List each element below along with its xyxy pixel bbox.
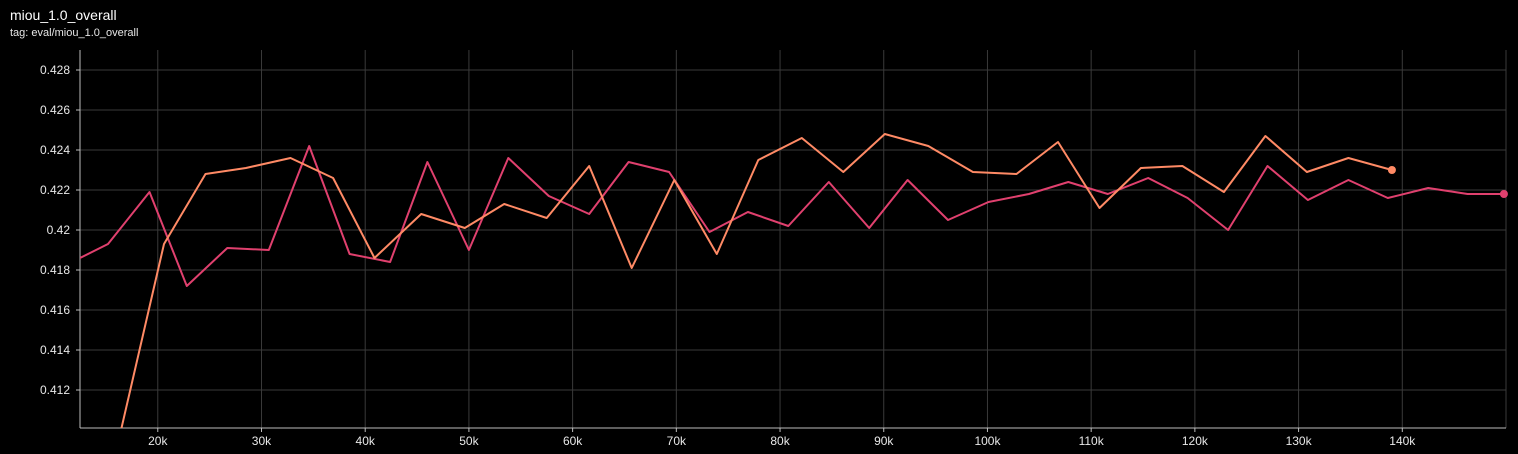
x-tick-label: 30k [252, 434, 272, 448]
y-tick-label: 0.412 [40, 383, 70, 397]
x-tick-label: 120k [1182, 434, 1209, 448]
series-line-2 [120, 133, 1393, 428]
y-tick-label: 0.426 [40, 103, 70, 117]
y-tick-label: 0.422 [40, 183, 70, 197]
x-tick-label: 80k [770, 434, 790, 448]
series-end-marker-1 [1499, 190, 1508, 198]
y-tick-label: 0.418 [40, 263, 70, 277]
y-tick-label: 0.416 [40, 303, 70, 317]
y-axis-ticks: 0.412 0.414 0.416 0.418 0.42 0.422 0.424 0.426 0… [40, 63, 80, 397]
x-tick-label: 100k [974, 434, 1001, 448]
grid-lines [80, 50, 1507, 428]
y-tick-label: 0.414 [40, 343, 70, 357]
y-tick-label: 0.428 [40, 63, 70, 77]
axes [79, 50, 1506, 429]
series-end-marker-2 [1387, 166, 1396, 174]
x-tick-label: 70k [667, 434, 687, 448]
series-line-1 [80, 145, 1505, 287]
x-tick-label: 60k [563, 434, 583, 448]
x-axis-ticks: 20k 30k 40k 50k 60k 70k 80k 90k 100k 110k 120k 130k… [148, 428, 1416, 448]
chart-tag-subtitle: tag: eval/miou_1.0_overall [10, 27, 139, 39]
x-tick-label: 130k [1286, 434, 1313, 448]
x-tick-label: 110k [1079, 434, 1105, 448]
x-tick-label: 90k [874, 434, 894, 448]
y-tick-label: 0.424 [40, 143, 70, 157]
series-lines [80, 133, 1505, 428]
y-tick-label: 0.42 [47, 223, 71, 237]
x-tick-label: 40k [356, 434, 376, 448]
series-end-markers [1387, 166, 1508, 198]
x-tick-label: 140k [1389, 434, 1416, 448]
x-tick-label: 20k [148, 434, 168, 448]
x-tick-label: 50k [459, 434, 479, 448]
chart-title: miou_1.0_overall [10, 7, 117, 23]
